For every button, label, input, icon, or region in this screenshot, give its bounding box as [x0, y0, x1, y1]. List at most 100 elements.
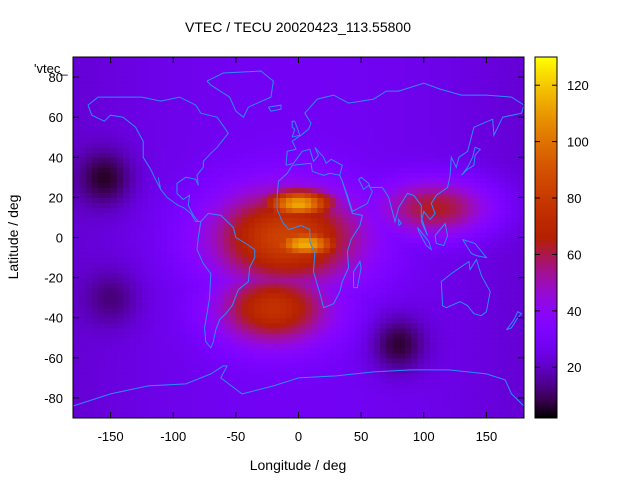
heatmap-cell: [185, 117, 193, 123]
heatmap-cell: [455, 132, 462, 138]
heatmap-cell: [254, 292, 262, 299]
heatmap-cell: [73, 167, 80, 173]
heatmap-cell: [248, 362, 256, 369]
heatmap-cell: [242, 102, 249, 108]
heatmap-cell: [198, 77, 206, 83]
heatmap-cell: [91, 402, 99, 409]
heatmap-cell: [85, 307, 93, 314]
heatmap-cell: [298, 152, 306, 158]
heatmap-cell: [448, 207, 456, 214]
heatmap-cell: [210, 177, 218, 183]
heatmap-cell: [166, 317, 174, 324]
heatmap-cell: [423, 287, 431, 294]
heatmap-cell: [336, 222, 343, 229]
heatmap-cell: [298, 332, 306, 339]
heatmap-cell: [79, 87, 87, 93]
heatmap-cell: [185, 267, 193, 274]
heatmap-cell: [455, 312, 462, 319]
heatmap-cell: [404, 392, 412, 399]
heatmap-cell: [210, 242, 218, 249]
heatmap-cell: [430, 332, 437, 339]
heatmap-cell: [279, 222, 287, 229]
heatmap-cell: [417, 172, 425, 178]
heatmap-cell: [254, 302, 262, 309]
heatmap-cell: [98, 107, 105, 113]
heatmap-cell: [317, 197, 325, 203]
heatmap-cell: [154, 107, 162, 113]
heatmap-cell: [392, 177, 400, 183]
heatmap-cell: [98, 252, 105, 259]
heatmap-cell: [285, 132, 293, 138]
heatmap-cell: [373, 312, 381, 319]
heatmap-cell: [392, 172, 400, 178]
heatmap-cell: [235, 307, 243, 314]
heatmap-cell: [480, 297, 488, 304]
heatmap-cell: [242, 402, 249, 409]
heatmap-cell: [160, 92, 168, 98]
heatmap-cell: [398, 102, 406, 108]
heatmap-cell: [248, 162, 256, 168]
heatmap-cell: [198, 72, 206, 78]
heatmap-cell: [448, 297, 456, 304]
heatmap-cell: [154, 127, 162, 133]
heatmap-cell: [511, 162, 519, 168]
heatmap-cell: [367, 217, 375, 224]
heatmap-cell: [242, 237, 249, 244]
heatmap-cell: [461, 297, 469, 304]
heatmap-cell: [204, 337, 212, 344]
heatmap-cell: [235, 297, 243, 304]
heatmap-cell: [179, 332, 187, 339]
heatmap-cell: [110, 352, 118, 359]
heatmap-cell: [179, 122, 187, 128]
heatmap-cell: [204, 182, 212, 188]
heatmap-cell: [79, 112, 87, 118]
heatmap-cell: [73, 282, 80, 289]
heatmap-cell: [198, 307, 206, 314]
heatmap-cell: [323, 162, 331, 168]
heatmap-cell: [260, 242, 268, 249]
heatmap-cell: [498, 322, 506, 329]
heatmap-cell: [217, 142, 224, 148]
heatmap-cell: [173, 142, 181, 148]
heatmap-cell: [185, 307, 193, 314]
heatmap-cell: [461, 267, 469, 274]
heatmap-cell: [79, 347, 87, 354]
heatmap-cell: [492, 232, 500, 239]
heatmap-cell: [73, 297, 80, 304]
heatmap-cell: [235, 362, 243, 369]
heatmap-cell: [110, 252, 118, 259]
heatmap-cell: [229, 277, 237, 284]
heatmap-cell: [292, 197, 300, 203]
heatmap-cell: [304, 72, 312, 78]
heatmap-cell: [242, 202, 249, 209]
heatmap-cell: [248, 347, 256, 354]
heatmap-cell: [430, 227, 437, 234]
heatmap-cell: [179, 407, 187, 414]
heatmap-cell: [423, 297, 431, 304]
heatmap-cell: [116, 407, 124, 414]
heatmap-cell: [342, 97, 350, 103]
heatmap-cell: [254, 242, 262, 249]
heatmap-cell: [473, 137, 481, 143]
heatmap-cell: [91, 312, 99, 319]
heatmap-cell: [135, 77, 143, 83]
heatmap-cell: [85, 162, 93, 168]
heatmap-cell: [260, 412, 268, 418]
heatmap-cell: [467, 347, 475, 354]
heatmap-cell: [455, 222, 462, 229]
heatmap-cell: [492, 262, 500, 269]
heatmap-cell: [298, 347, 306, 354]
heatmap-cell: [217, 402, 224, 409]
heatmap-cell: [254, 232, 262, 239]
heatmap-cell: [235, 342, 243, 349]
heatmap-cell: [448, 392, 456, 399]
heatmap-cell: [129, 217, 137, 224]
heatmap-cell: [386, 72, 394, 78]
heatmap-cell: [486, 372, 494, 379]
heatmap-cell: [436, 292, 444, 299]
heatmap-cell: [248, 97, 256, 103]
heatmap-cell: [254, 227, 262, 234]
heatmap-cell: [217, 397, 224, 404]
heatmap-cell: [486, 237, 494, 244]
heatmap-cell: [141, 162, 149, 168]
